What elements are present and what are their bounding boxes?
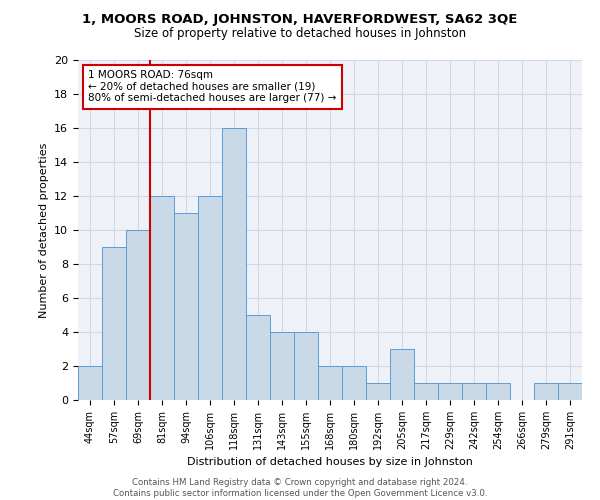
Bar: [486, 383, 510, 400]
Bar: [246, 315, 270, 400]
Bar: [174, 213, 198, 400]
Text: 1 MOORS ROAD: 76sqm
← 20% of detached houses are smaller (19)
80% of semi-detach: 1 MOORS ROAD: 76sqm ← 20% of detached ho…: [88, 70, 337, 103]
Y-axis label: Number of detached properties: Number of detached properties: [38, 142, 49, 318]
Bar: [198, 196, 222, 400]
Text: 1, MOORS ROAD, JOHNSTON, HAVERFORDWEST, SA62 3QE: 1, MOORS ROAD, JOHNSTON, HAVERFORDWEST, …: [82, 12, 518, 26]
Bar: [558, 383, 582, 400]
Bar: [438, 383, 462, 400]
Bar: [414, 383, 438, 400]
X-axis label: Distribution of detached houses by size in Johnston: Distribution of detached houses by size …: [187, 458, 473, 468]
Bar: [150, 196, 174, 400]
Bar: [318, 366, 342, 400]
Bar: [534, 383, 558, 400]
Bar: [222, 128, 246, 400]
Bar: [390, 349, 414, 400]
Bar: [294, 332, 318, 400]
Bar: [270, 332, 294, 400]
Bar: [366, 383, 390, 400]
Bar: [102, 247, 126, 400]
Text: Contains HM Land Registry data © Crown copyright and database right 2024.
Contai: Contains HM Land Registry data © Crown c…: [113, 478, 487, 498]
Bar: [462, 383, 486, 400]
Bar: [78, 366, 102, 400]
Bar: [342, 366, 366, 400]
Bar: [126, 230, 150, 400]
Text: Size of property relative to detached houses in Johnston: Size of property relative to detached ho…: [134, 28, 466, 40]
